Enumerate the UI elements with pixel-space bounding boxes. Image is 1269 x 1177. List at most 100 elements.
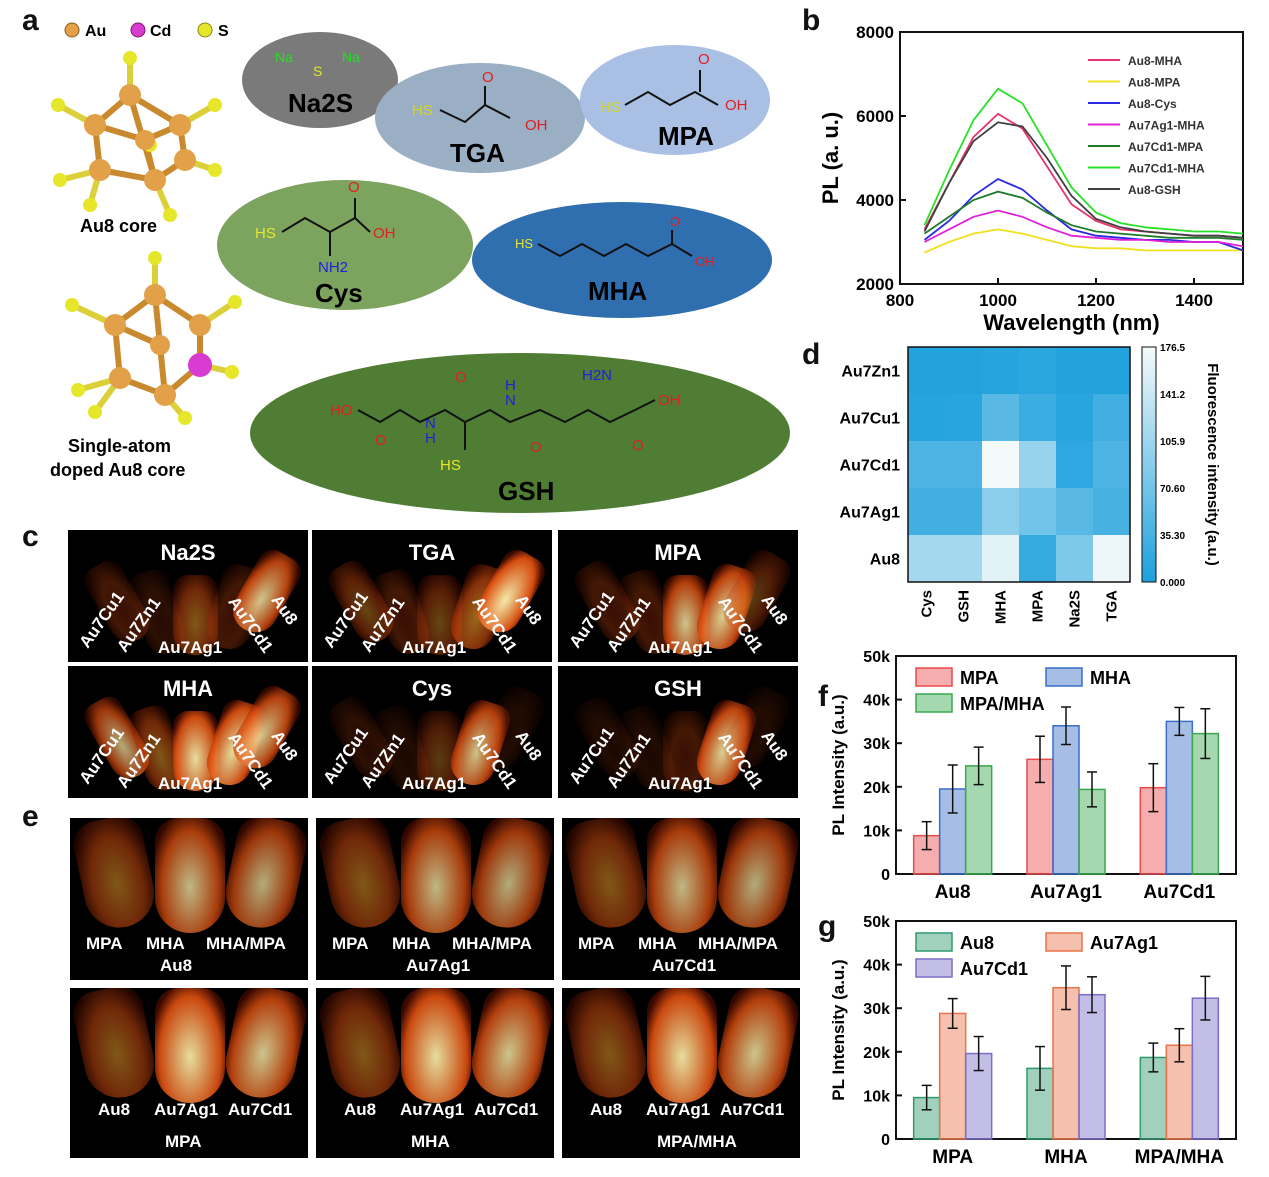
heatmap-col-label: MPA bbox=[1030, 590, 1047, 622]
bar-MHA bbox=[1052, 725, 1080, 875]
bar-Au7Cd1 bbox=[1191, 997, 1220, 1140]
heatmap-cell bbox=[1019, 441, 1056, 488]
photo-c-4: MHA Au7Cu1 Au7Zn1 Au7Ag1 Au7Cd1 Au8 bbox=[68, 666, 308, 798]
heatmap-cell bbox=[1056, 488, 1093, 535]
heatmap-cell bbox=[1093, 347, 1130, 394]
tube-label-e-3: Au7Cd1 bbox=[720, 1100, 785, 1119]
tube-e-3 bbox=[219, 988, 308, 1105]
heatmap-col-label: Cys bbox=[919, 590, 936, 618]
photo-c-title: Cys bbox=[411, 676, 453, 701]
series-line-Au7Cd1-MHA bbox=[923, 87, 1244, 235]
mha-o: O bbox=[670, 214, 680, 229]
gsh-n-2: N bbox=[505, 392, 516, 409]
tube-label-e-3: Au7Cd1 bbox=[474, 1100, 539, 1119]
tube-e-1 bbox=[562, 818, 653, 935]
heatmap-cell bbox=[1056, 535, 1093, 582]
y-tick-label: 4000 bbox=[856, 191, 894, 210]
photo-e-bottom-1: Au8 Au7Ag1 Au7Cd1 MPA bbox=[70, 988, 308, 1158]
heatmap-cell bbox=[1019, 347, 1056, 394]
x-tick-label: 1000 bbox=[979, 291, 1017, 310]
tube-label-e-3: Au7Cd1 bbox=[228, 1100, 293, 1119]
heatmap-cell bbox=[908, 488, 945, 535]
tga-hs: HS bbox=[412, 102, 433, 119]
heatmap-cell bbox=[982, 347, 1019, 394]
tube-label-e-2: Au7Ag1 bbox=[154, 1100, 219, 1119]
atom-legend: Au Cd S bbox=[64, 22, 229, 40]
tube-e-1 bbox=[70, 818, 161, 935]
gsh-label: GSH bbox=[498, 476, 554, 506]
legend-swatch-MHA bbox=[1045, 667, 1083, 687]
cys-oh: OH bbox=[373, 225, 396, 242]
heatmap-cell bbox=[1093, 488, 1130, 535]
chart-g-bar: 0 10k 20k 30k 40k 50k PL Intensity (a.u.) MPA MH… bbox=[829, 914, 1237, 1168]
tube-label-e-1: Au8 bbox=[98, 1100, 131, 1119]
series-line-Au7Ag1-MHA bbox=[924, 209, 1244, 248]
legend-au-label: Au bbox=[85, 23, 106, 40]
legend-label: Au8-MPA bbox=[1128, 76, 1181, 90]
tube-label-ag: Au7Ag1 bbox=[648, 774, 713, 793]
mpa-ellipse bbox=[580, 45, 770, 155]
bar-MPA/MHA bbox=[1078, 788, 1106, 875]
legend-cd-label: Cd bbox=[150, 23, 171, 40]
photo-e-top-2: MPA MHA MHA/MPA Au7Ag1 bbox=[316, 818, 554, 980]
colorbar-tick-label: 35.30 bbox=[1160, 531, 1185, 542]
mha-hs: HS bbox=[515, 236, 533, 251]
tube-e-3 bbox=[219, 818, 308, 935]
mpa-label: MPA bbox=[658, 121, 714, 151]
na2s-na-left: Na bbox=[275, 49, 293, 65]
legend-swatch-Au8 bbox=[915, 932, 953, 952]
tga-label: TGA bbox=[450, 138, 505, 168]
gsh-h-1: H bbox=[425, 430, 436, 447]
series-line-Au8-GSH bbox=[923, 121, 1244, 239]
panel-label-g: g bbox=[818, 910, 837, 943]
y-tick-label: 30k bbox=[863, 736, 890, 753]
photo-c-3: MPA Au7Cu1 Au7Zn1 Au7Ag1 Au7Cd1 Au8 bbox=[558, 530, 798, 662]
cluster-label-e: Au8 bbox=[160, 956, 193, 975]
au-legend-icon bbox=[64, 22, 80, 38]
series-line-Au7Cd1-MPA bbox=[923, 190, 1244, 241]
heatmap-cell bbox=[908, 535, 945, 582]
panel-label-e: e bbox=[22, 800, 39, 833]
gsh-o-1: O bbox=[375, 432, 387, 449]
tube-e-2 bbox=[155, 818, 225, 933]
au8-core-atoms bbox=[51, 51, 222, 222]
gsh-h2n: H2N bbox=[582, 367, 612, 384]
tube-ag bbox=[173, 575, 218, 655]
y-tick-label: 0 bbox=[881, 1132, 890, 1149]
y-tick-label: 40k bbox=[863, 958, 890, 975]
y-tick-label: 30k bbox=[863, 1001, 890, 1018]
tube-label-e-2: MHA bbox=[146, 934, 185, 953]
heatmap-row-label: Au7Ag1 bbox=[840, 505, 901, 522]
legend-s-label: S bbox=[218, 23, 229, 40]
y-axis-label: PL Intensity (a.u.) bbox=[829, 694, 848, 835]
y-tick-label: 8000 bbox=[856, 23, 894, 42]
heatmap-cell bbox=[1019, 394, 1056, 441]
legend-label: Au7Cd1-MHA bbox=[1128, 162, 1205, 176]
gsh-hs: HS bbox=[440, 457, 461, 474]
mpa-o: O bbox=[698, 51, 710, 68]
heatmap-frame bbox=[907, 346, 1131, 583]
photo-c-6: GSH Au7Cu1 Au7Zn1 Au7Ag1 Au7Cd1 Au8 bbox=[558, 666, 798, 798]
heatmap-cell bbox=[1056, 441, 1093, 488]
colorbar-label: Fluorescence intensity (a.u.) bbox=[1204, 363, 1221, 566]
tube-e-2 bbox=[401, 988, 471, 1103]
colorbar-tick-label: 141.2 bbox=[1160, 390, 1185, 401]
y-tick-label: 20k bbox=[863, 1045, 890, 1062]
heatmap-col-label: TGA bbox=[1104, 590, 1121, 622]
tube-label-ag: Au7Ag1 bbox=[158, 638, 223, 657]
tube-label-ag: Au7Ag1 bbox=[402, 774, 467, 793]
tube-label-e-1: MPA bbox=[86, 934, 123, 953]
heatmap-col-label: GSH bbox=[956, 590, 973, 623]
y-tick-label: 50k bbox=[863, 649, 890, 666]
heatmap-cell bbox=[945, 394, 982, 441]
x-category-label: MPA/MHA bbox=[1135, 1147, 1225, 1168]
cluster-label-e: Au7Cd1 bbox=[652, 956, 717, 975]
ligand-label-e: MPA bbox=[165, 1132, 202, 1151]
photo-c-title: MPA bbox=[654, 540, 702, 565]
tube-label-ag: Au7Ag1 bbox=[158, 774, 223, 793]
y-tick-label: 2000 bbox=[856, 275, 894, 294]
doped-core-label-1: Single-atom bbox=[68, 436, 171, 456]
photo-e-bottom-3: Au8 Au7Ag1 Au7Cd1 MPA/MHA bbox=[562, 988, 800, 1158]
tga-o: O bbox=[482, 69, 494, 86]
cys-hs: HS bbox=[255, 225, 276, 242]
